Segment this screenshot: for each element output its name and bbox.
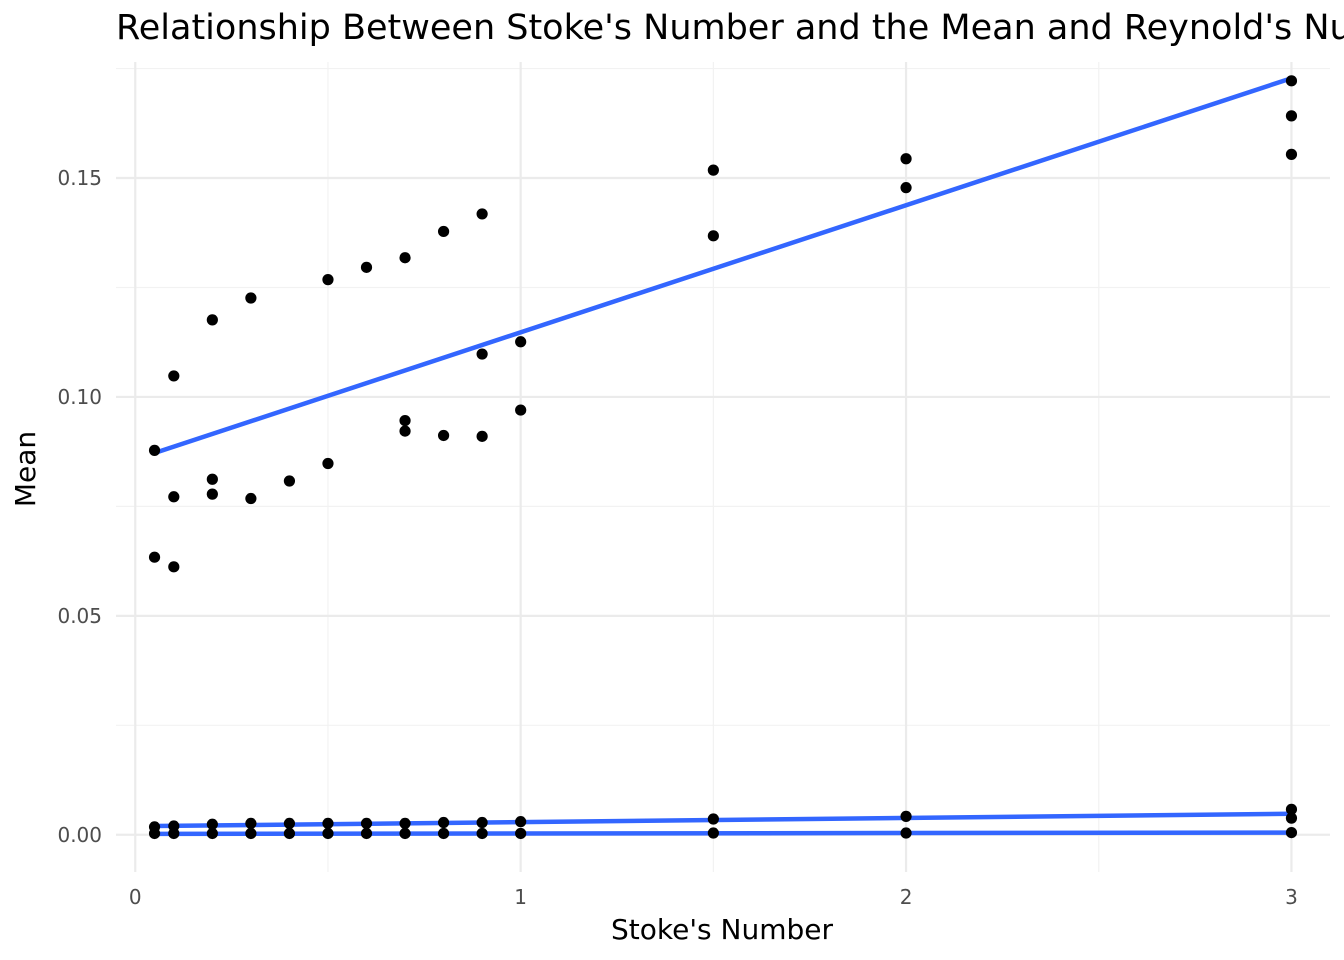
fit-line bbox=[153, 76, 1293, 456]
y-tick-label: 0.15 bbox=[57, 166, 102, 190]
data-point bbox=[168, 827, 180, 840]
data-point bbox=[437, 429, 450, 442]
data-point bbox=[1285, 812, 1298, 824]
data-point bbox=[283, 817, 296, 830]
data-point bbox=[437, 827, 450, 840]
data-point bbox=[168, 491, 180, 503]
data-point bbox=[322, 827, 334, 840]
x-tick-label: 3 bbox=[1285, 885, 1298, 909]
data-point bbox=[1285, 75, 1298, 87]
data-point bbox=[900, 810, 912, 822]
data-point bbox=[245, 492, 257, 505]
data-point bbox=[283, 475, 296, 487]
data-point bbox=[476, 827, 488, 840]
x-axis-label: Stoke's Number bbox=[611, 913, 833, 946]
data-point bbox=[437, 225, 450, 238]
data-point bbox=[206, 827, 218, 840]
fit-lines bbox=[153, 76, 1293, 837]
y-axis-ticks: 0.00 0.05 0.10 0.15 bbox=[57, 166, 102, 847]
data-point bbox=[245, 827, 257, 840]
y-axis-label: Mean bbox=[9, 431, 42, 507]
data-point bbox=[399, 252, 411, 264]
chart-title: Relationship Between Stoke's Number and … bbox=[116, 8, 1344, 48]
data-point bbox=[476, 208, 488, 220]
x-tick-label: 0 bbox=[129, 885, 142, 909]
data-point bbox=[148, 444, 161, 456]
data-point bbox=[399, 414, 411, 427]
data-point bbox=[476, 430, 488, 442]
data-point bbox=[515, 404, 527, 416]
data-point bbox=[900, 827, 912, 839]
y-tick-label: 0.05 bbox=[57, 604, 102, 628]
data-point bbox=[360, 827, 373, 840]
x-tick-label: 2 bbox=[900, 885, 913, 909]
data-point bbox=[399, 827, 411, 840]
data-point bbox=[1285, 148, 1298, 160]
data-point bbox=[437, 816, 450, 829]
data-point bbox=[515, 816, 527, 828]
data-point bbox=[245, 292, 257, 304]
y-tick-label: 0.10 bbox=[57, 385, 102, 409]
data-point bbox=[476, 348, 488, 360]
data-point bbox=[707, 230, 719, 242]
fit-line bbox=[154, 811, 1292, 829]
data-point bbox=[1285, 826, 1298, 839]
data-point bbox=[360, 261, 373, 273]
data-point bbox=[148, 551, 161, 563]
data-point bbox=[322, 817, 334, 830]
data-point bbox=[476, 816, 488, 829]
data-point bbox=[707, 827, 719, 839]
data-point bbox=[399, 425, 411, 437]
data-point bbox=[900, 182, 912, 194]
major-gridlines bbox=[116, 62, 1330, 872]
data-point bbox=[515, 827, 527, 840]
data-point bbox=[206, 314, 218, 326]
y-tick-label: 0.00 bbox=[57, 823, 102, 847]
data-point bbox=[322, 457, 334, 470]
data-point bbox=[245, 817, 257, 830]
data-point bbox=[360, 817, 373, 830]
data-point bbox=[1285, 803, 1298, 815]
data-point bbox=[515, 336, 527, 348]
data-point bbox=[206, 818, 218, 830]
fit-line bbox=[154, 830, 1292, 837]
data-point bbox=[283, 827, 296, 840]
data-point bbox=[322, 274, 334, 286]
minor-gridlines bbox=[116, 62, 1330, 872]
data-point bbox=[168, 370, 180, 382]
data-point bbox=[399, 817, 411, 830]
data-point bbox=[148, 827, 161, 840]
data-point bbox=[707, 164, 719, 176]
data-point bbox=[707, 813, 719, 825]
data-point bbox=[168, 561, 180, 573]
x-axis-ticks: 0 1 2 3 bbox=[129, 885, 1298, 909]
data-point bbox=[206, 488, 218, 500]
data-point bbox=[1285, 110, 1298, 122]
data-points bbox=[148, 75, 1298, 840]
data-point bbox=[900, 153, 912, 165]
data-point bbox=[206, 473, 218, 485]
x-tick-label: 1 bbox=[514, 885, 527, 909]
